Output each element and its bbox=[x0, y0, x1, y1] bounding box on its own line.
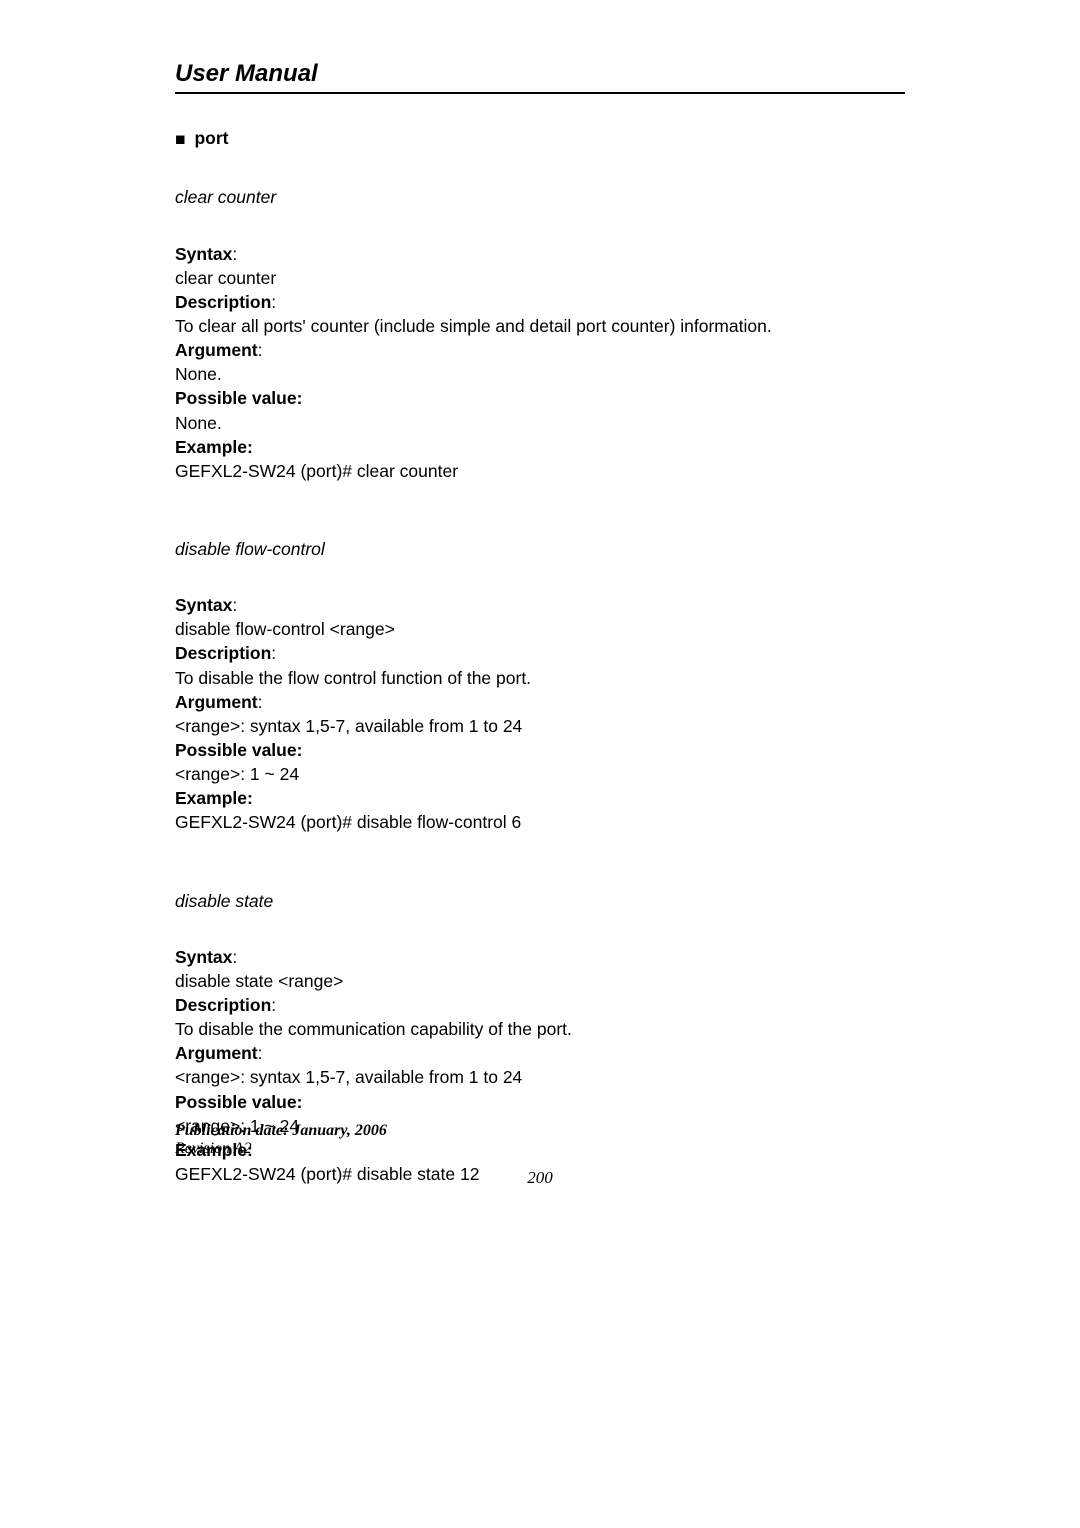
description-value: To disable the communication capability … bbox=[175, 1017, 905, 1041]
example-label: Example: bbox=[175, 435, 905, 459]
syntax-line: Syntax: bbox=[175, 593, 905, 617]
command-name: clear counter bbox=[175, 185, 905, 209]
description-line: Description: bbox=[175, 290, 905, 314]
page-header: User Manual bbox=[175, 60, 905, 94]
description-label: Description bbox=[175, 643, 271, 663]
example-value: GEFXL2-SW24 (port)# clear counter bbox=[175, 459, 905, 483]
example-label: Example: bbox=[175, 786, 905, 810]
argument-line: Argument: bbox=[175, 690, 905, 714]
description-value: To clear all ports' counter (include sim… bbox=[175, 314, 905, 338]
page-title: User Manual bbox=[175, 60, 905, 88]
description-label: Description bbox=[175, 292, 271, 312]
description-value: To disable the flow control function of … bbox=[175, 666, 905, 690]
possible-label: Possible value: bbox=[175, 738, 905, 762]
argument-value: <range>: syntax 1,5-7, available from 1 … bbox=[175, 1065, 905, 1089]
example-value: GEFXL2-SW24 (port)# disable flow-control… bbox=[175, 810, 905, 834]
bullet-icon: ■ bbox=[175, 127, 186, 151]
syntax-line: Syntax: bbox=[175, 945, 905, 969]
argument-line: Argument: bbox=[175, 338, 905, 362]
possible-label: Possible value: bbox=[175, 1090, 905, 1114]
section-title-text: port bbox=[194, 128, 228, 148]
command-block: disable flow-control Syntax: disable flo… bbox=[175, 537, 905, 835]
revision: Revision A2 bbox=[175, 1140, 387, 1158]
syntax-line: Syntax: bbox=[175, 242, 905, 266]
argument-value: None. bbox=[175, 362, 905, 386]
syntax-value: disable flow-control <range> bbox=[175, 617, 905, 641]
page-number: 200 bbox=[0, 1168, 1080, 1188]
command-name: disable flow-control bbox=[175, 537, 905, 561]
footer: Publication date: January, 2006 Revision… bbox=[175, 1122, 387, 1158]
syntax-label: Syntax bbox=[175, 244, 232, 264]
syntax-label: Syntax bbox=[175, 947, 232, 967]
description-line: Description: bbox=[175, 641, 905, 665]
command-block: clear counter Syntax: clear counter Desc… bbox=[175, 185, 905, 483]
argument-value: <range>: syntax 1,5-7, available from 1 … bbox=[175, 714, 905, 738]
possible-value: <range>: 1 ~ 24 bbox=[175, 762, 905, 786]
publication-date: Publication date: January, 2006 bbox=[175, 1122, 387, 1140]
syntax-label: Syntax bbox=[175, 595, 232, 615]
description-line: Description: bbox=[175, 993, 905, 1017]
section-title: ■ port bbox=[175, 126, 905, 151]
argument-label: Argument bbox=[175, 1043, 258, 1063]
argument-line: Argument: bbox=[175, 1041, 905, 1065]
description-label: Description bbox=[175, 995, 271, 1015]
possible-value: None. bbox=[175, 411, 905, 435]
content-body: ■ port clear counter Syntax: clear count… bbox=[175, 126, 905, 1186]
argument-label: Argument bbox=[175, 340, 258, 360]
command-name: disable state bbox=[175, 889, 905, 913]
syntax-value: disable state <range> bbox=[175, 969, 905, 993]
argument-label: Argument bbox=[175, 692, 258, 712]
possible-label: Possible value: bbox=[175, 386, 905, 410]
syntax-value: clear counter bbox=[175, 266, 905, 290]
